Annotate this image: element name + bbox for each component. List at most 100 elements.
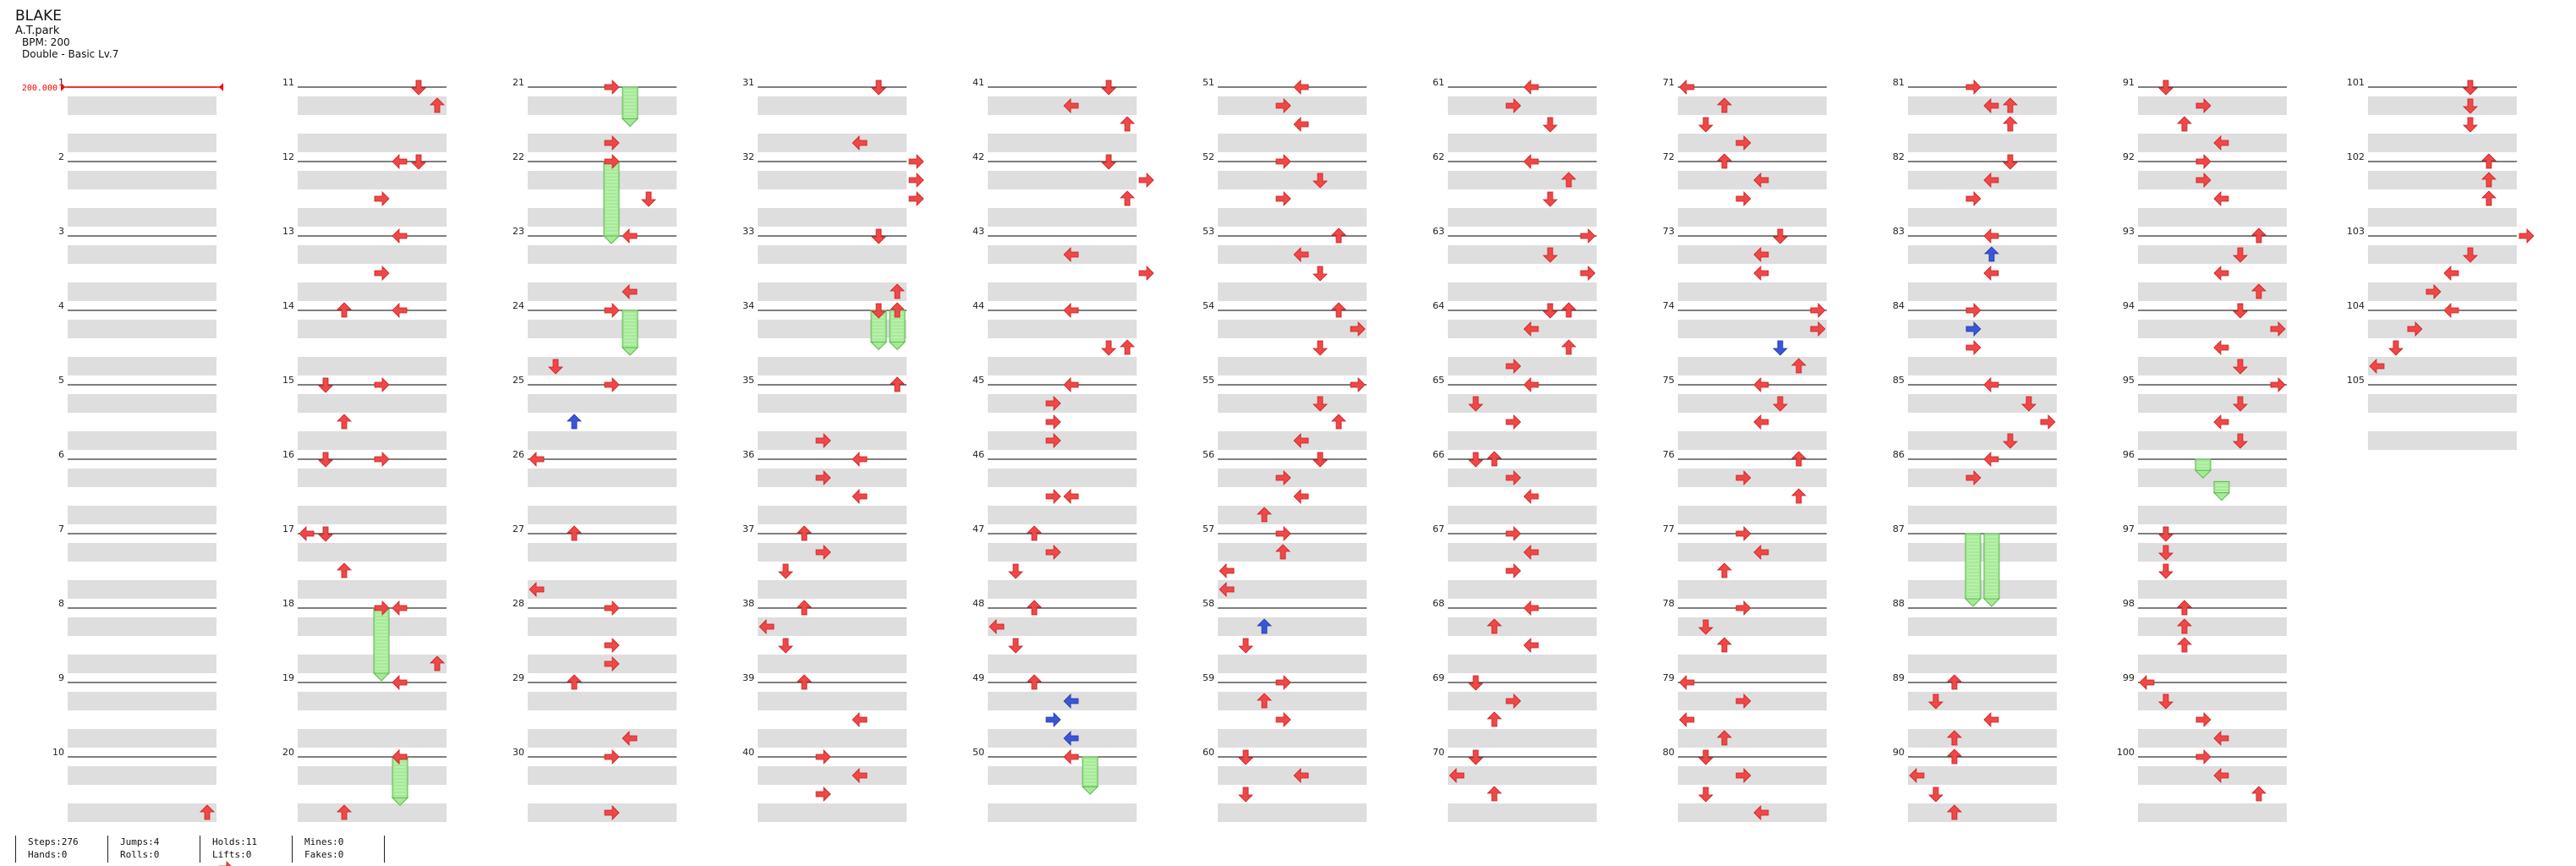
measure-number: 71 bbox=[1663, 77, 1674, 88]
beat-band bbox=[1678, 96, 1827, 115]
measure-number: 68 bbox=[1433, 598, 1444, 609]
measure-94: 94 bbox=[2123, 300, 2287, 375]
beat-band bbox=[1448, 729, 1597, 748]
beat-band bbox=[2138, 431, 2287, 450]
arrow-right-icon bbox=[604, 600, 620, 616]
measure-40: 40 bbox=[743, 747, 907, 822]
arrow-down-icon bbox=[2463, 117, 2478, 133]
measure-number: 14 bbox=[282, 300, 294, 311]
arrow-right-icon bbox=[1350, 321, 1366, 337]
measure-33: 33 bbox=[743, 226, 907, 301]
arrow-down-icon bbox=[1238, 749, 1253, 765]
arrow-down-icon bbox=[2463, 79, 2478, 96]
arrow-up-icon bbox=[1257, 507, 1272, 523]
arrow-up-icon bbox=[567, 674, 582, 690]
measure-number: 100 bbox=[2117, 747, 2135, 758]
measure-18: 18 bbox=[282, 598, 447, 673]
arrow-left-icon bbox=[852, 768, 868, 783]
beat-band bbox=[68, 580, 216, 599]
measure-number: 95 bbox=[2123, 375, 2135, 386]
measure-47: 47 bbox=[973, 523, 1137, 599]
beat-band bbox=[1908, 692, 2057, 710]
arrow-down-icon bbox=[1543, 303, 1558, 319]
arrow-up-icon bbox=[1717, 730, 1732, 746]
measure-23: 23 bbox=[512, 226, 677, 301]
measure-45: 45 bbox=[973, 375, 1137, 450]
beat-band bbox=[2368, 245, 2517, 264]
hold-note bbox=[2194, 458, 2212, 479]
beat-band bbox=[298, 803, 447, 822]
measure-number: 82 bbox=[1893, 151, 1905, 162]
jumps-count: Jumps:4 bbox=[120, 836, 160, 847]
arrow-left-icon bbox=[1679, 675, 1695, 690]
beat-band bbox=[1448, 394, 1597, 413]
arrow-down-icon bbox=[641, 191, 656, 207]
measure-number: 94 bbox=[2123, 300, 2135, 311]
arrow-left-icon bbox=[1063, 749, 1079, 765]
beat-band bbox=[1218, 543, 1367, 562]
beat-band bbox=[528, 282, 677, 301]
arrow-up-icon bbox=[1487, 711, 1502, 727]
arrow-up-icon bbox=[1257, 618, 1272, 634]
measure-number: 43 bbox=[973, 226, 984, 237]
measure-number: 8 bbox=[58, 598, 64, 609]
beat-band bbox=[1678, 469, 1827, 487]
measure-85: 85 bbox=[1893, 375, 2057, 450]
arrow-up-icon bbox=[2481, 172, 2497, 188]
measure-number: 67 bbox=[1433, 523, 1444, 534]
beat-band bbox=[758, 431, 907, 450]
beat-band bbox=[1678, 245, 1827, 264]
arrow-left-icon bbox=[1753, 266, 1769, 281]
beat-band bbox=[528, 431, 677, 450]
measure-number: 90 bbox=[1893, 747, 1905, 758]
beat-band bbox=[1678, 134, 1827, 152]
stats-panel: Steps:276 Hands:0 Jumps:4 Rolls:0 Holds:… bbox=[15, 836, 385, 863]
measure-71: 71 bbox=[1663, 77, 1827, 152]
beat-band bbox=[1908, 357, 2057, 375]
arrow-up-icon bbox=[430, 97, 445, 113]
beat-band bbox=[758, 580, 907, 599]
measure-number: 73 bbox=[1663, 226, 1674, 237]
measure-number: 85 bbox=[1893, 375, 1905, 386]
beat-band bbox=[758, 692, 907, 710]
beat-band bbox=[758, 96, 907, 115]
measure-82: 82 bbox=[1893, 151, 2057, 227]
measure-105: 105 bbox=[2347, 375, 2517, 450]
measure-number: 35 bbox=[743, 375, 754, 386]
arrow-up-icon bbox=[1947, 730, 1962, 746]
beat-band bbox=[1678, 357, 1827, 375]
measure-number: 103 bbox=[2347, 226, 2365, 237]
measure-91: 91 bbox=[2123, 77, 2287, 152]
beat-band bbox=[988, 729, 1137, 748]
arrow-left-icon bbox=[1753, 545, 1769, 560]
arrow-up-icon bbox=[200, 804, 215, 820]
beat-band bbox=[758, 134, 907, 152]
arrow-left-icon bbox=[759, 619, 775, 634]
measure-100: 100 bbox=[2117, 747, 2287, 822]
beat-band bbox=[1218, 655, 1367, 673]
arrow-left-icon bbox=[1063, 489, 1079, 504]
measure-number: 86 bbox=[1893, 449, 1905, 460]
beat-band bbox=[298, 134, 447, 152]
beat-band bbox=[298, 208, 447, 227]
arrow-left-icon bbox=[1679, 712, 1695, 727]
beat-band bbox=[2368, 96, 2517, 115]
arrow-left-icon bbox=[1523, 154, 1539, 169]
arrow-up-icon bbox=[337, 804, 352, 820]
hold-tail bbox=[602, 235, 621, 244]
beat-band bbox=[68, 96, 216, 115]
beat-band bbox=[298, 766, 447, 785]
measure-4: 4 bbox=[58, 300, 216, 375]
arrow-left-icon bbox=[1293, 117, 1309, 132]
beat-band bbox=[988, 208, 1137, 227]
arrow-down-icon bbox=[1468, 675, 1483, 691]
measure-93: 93 bbox=[2123, 226, 2287, 301]
measure-number: 5 bbox=[58, 375, 64, 386]
arrow-down-icon bbox=[548, 359, 563, 375]
arrow-down-icon bbox=[1543, 117, 1558, 133]
beat-band bbox=[2368, 134, 2517, 152]
arrow-left-icon bbox=[1983, 228, 1999, 244]
measure-56: 56 bbox=[1203, 449, 1367, 524]
beat-band bbox=[1908, 729, 2057, 748]
measure-59: 59 bbox=[1203, 672, 1367, 748]
